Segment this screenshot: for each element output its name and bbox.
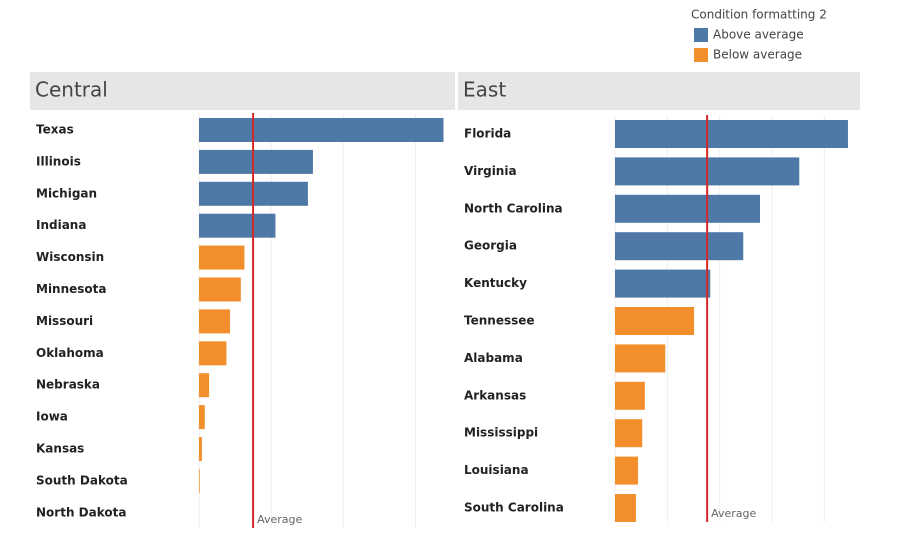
bar [615, 419, 643, 448]
row-label: Florida [464, 127, 511, 141]
row-label: Mississippi [464, 426, 538, 440]
bar [199, 277, 241, 302]
bar [615, 120, 848, 148]
panel-title: Central [35, 78, 108, 102]
row-label: Louisiana [464, 463, 529, 477]
bar [615, 232, 744, 261]
bar [615, 269, 711, 298]
bar [199, 437, 202, 461]
bar [615, 307, 695, 335]
bar [615, 194, 761, 223]
row-label: Arkansas [464, 388, 526, 402]
bar [199, 373, 210, 398]
row-label: Wisconsin [36, 250, 104, 264]
row-label: North Dakota [36, 505, 126, 519]
legend-swatch [694, 48, 708, 62]
row-label: North Carolina [464, 201, 563, 215]
row-label: South Dakota [36, 473, 128, 487]
row-label: Iowa [36, 410, 68, 424]
row-label: Missouri [36, 314, 93, 328]
row-label: Georgia [464, 239, 517, 253]
legend-label: Below average [713, 48, 802, 62]
row-label: Indiana [36, 218, 86, 232]
bar [199, 149, 313, 174]
row-label: Alabama [464, 351, 523, 365]
bar [615, 456, 639, 485]
row-label: Texas [36, 123, 74, 137]
panel-title: East [463, 78, 506, 102]
row-label: Minnesota [36, 282, 107, 296]
row-label: Michigan [36, 186, 97, 200]
row-label: South Carolina [464, 501, 564, 515]
bar [615, 494, 636, 522]
bar [199, 341, 227, 366]
row-label: Illinois [36, 154, 81, 168]
row-label: Virginia [464, 164, 517, 178]
legend-label: Above average [713, 28, 804, 42]
bar [199, 468, 200, 493]
row-label: Oklahoma [36, 346, 104, 360]
row-label: Kentucky [464, 276, 527, 290]
bar [199, 245, 245, 270]
average-label: Average [711, 507, 756, 520]
legend-title: Condition formatting 2 [691, 8, 827, 22]
panel-header [30, 72, 455, 110]
bar [615, 381, 645, 410]
row-label: Nebraska [36, 378, 100, 392]
row-label: Tennessee [464, 314, 535, 328]
bar [199, 118, 444, 142]
bar [199, 309, 231, 334]
legend-swatch [694, 28, 708, 42]
average-label: Average [257, 513, 302, 526]
bar [615, 344, 666, 373]
bar [199, 405, 205, 430]
panel-header [458, 72, 860, 110]
bar [199, 213, 276, 238]
row-label: Kansas [36, 442, 84, 456]
